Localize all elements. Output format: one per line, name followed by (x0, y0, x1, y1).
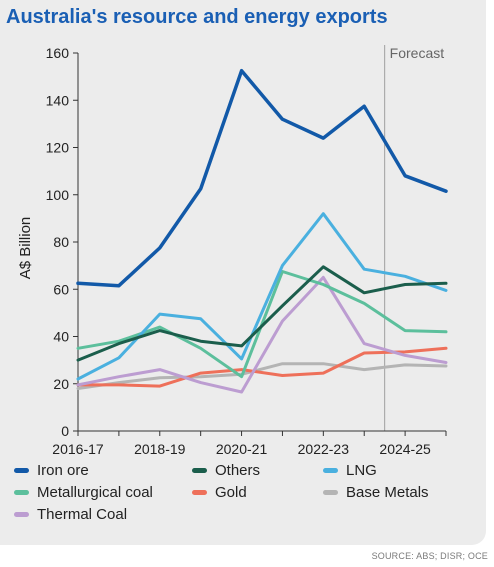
y-tick-label: 140 (46, 92, 70, 108)
y-axis-label: A$ Billion (17, 217, 34, 280)
y-tick-label: 0 (61, 423, 69, 439)
legend-swatch (192, 467, 207, 473)
chart-panel (0, 0, 486, 545)
legend-item-metallurgical-coal: Metallurgical coal (14, 483, 153, 501)
legend-swatch (323, 489, 338, 495)
legend-label: Others (215, 461, 261, 479)
forecast-label: Forecast (390, 45, 445, 61)
x-tick-label: 2024-25 (379, 441, 431, 457)
series-line-iron-ore (76, 68, 448, 288)
legend-item-iron-ore: Iron ore (14, 461, 89, 479)
x-tick-label: 2022-23 (298, 441, 350, 457)
y-axis-label-group: A$ Billion (17, 217, 34, 280)
legend-item-lng: LNG (323, 461, 377, 479)
y-tick-label: 40 (53, 329, 69, 345)
series-line-gold (76, 346, 448, 388)
legend-item-thermal-coal: Thermal Coal (14, 505, 127, 523)
legend-label: Base Metals (346, 483, 429, 501)
plot-area: Forecast 0 20 40 60 80 100 120 140 160 2016-17 2018… (46, 45, 448, 457)
y-tick-label: 80 (53, 234, 69, 250)
series-line-base-metals (76, 362, 448, 390)
series-line-others (76, 265, 448, 362)
legend-swatch (323, 467, 338, 473)
legend-label: Thermal Coal (37, 505, 128, 523)
legend-swatch (192, 489, 207, 495)
y-tick-label: 60 (53, 281, 69, 297)
x-tick-label: 2018-19 (134, 441, 186, 457)
legend-item-gold: Gold (192, 483, 247, 501)
x-tick-label: 2020-21 (216, 441, 268, 457)
legend-label: Gold (215, 483, 247, 501)
y-tick-label: 160 (46, 45, 70, 61)
legend-label: LNG (346, 461, 377, 479)
series-line-thermal-coal (76, 275, 448, 394)
legend-swatch (14, 467, 29, 473)
y-tick-label: 120 (46, 140, 70, 156)
y-tick-label: 20 (53, 376, 69, 392)
legend-item-base-metals: Base Metals (323, 483, 429, 501)
chart-title: Australia's resource and energy exports (6, 6, 388, 28)
y-tick-label: 100 (46, 187, 70, 203)
legend-swatch (14, 489, 29, 495)
source-note: SOURCE: ABS; DISR; OCE (371, 551, 488, 561)
x-tick-label: 2016-17 (52, 441, 104, 457)
legend-item-others: Others (192, 461, 260, 479)
legend-swatch (14, 511, 29, 517)
legend-label: Metallurgical coal (37, 483, 153, 501)
legend-label: Iron ore (37, 461, 89, 479)
